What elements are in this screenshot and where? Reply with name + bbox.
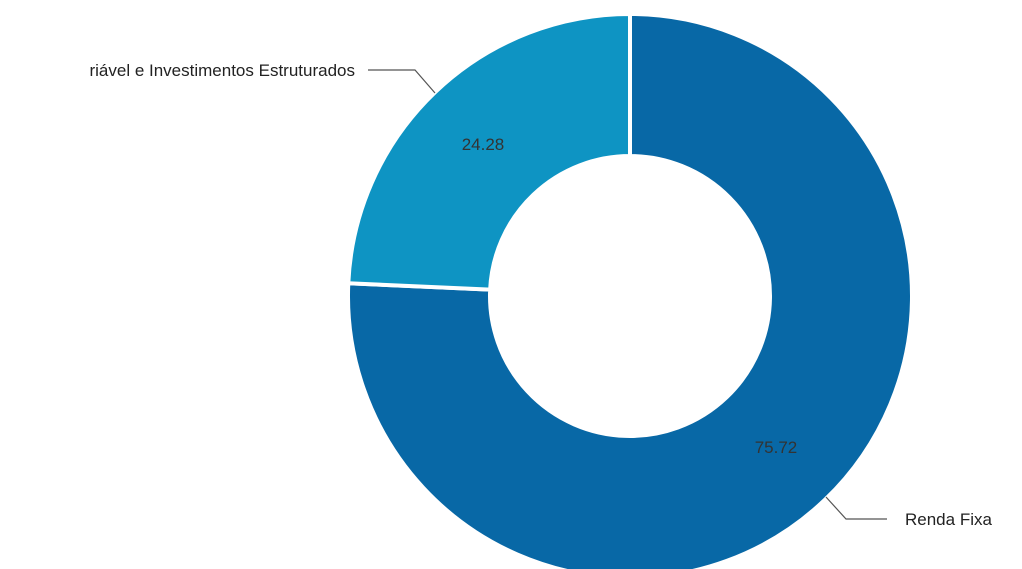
slice-renda-fixa[interactable] xyxy=(346,12,914,569)
category-label-renda-variavel: riável e Investimentos Estruturados xyxy=(89,61,355,80)
leader-line-renda-variavel xyxy=(368,69,436,94)
leader-line-renda-fixa xyxy=(825,496,887,520)
data-label-renda-variavel: 24.28 xyxy=(462,135,505,154)
data-label-renda-fixa: 75.72 xyxy=(755,438,798,457)
slice-renda-variavel-e-investimentos-estruturados[interactable] xyxy=(346,12,632,292)
slices-group xyxy=(346,12,914,569)
category-label-renda-fixa: Renda Fixa xyxy=(905,510,992,529)
